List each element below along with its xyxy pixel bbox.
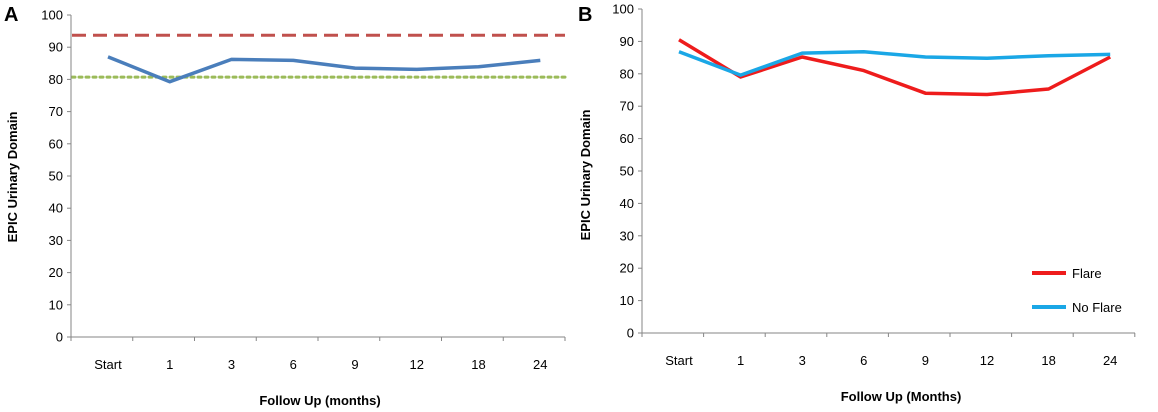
- y-tick-label: 0: [56, 330, 63, 345]
- y-tick-label: 20: [49, 265, 63, 280]
- x-tick-label: 24: [533, 357, 547, 372]
- y-tick-label: 60: [620, 131, 634, 146]
- panel-b-legend: Flare No Flare: [1032, 266, 1122, 315]
- panel-b-y-axis-title: EPIC Urinary Domain: [578, 110, 593, 241]
- x-tick-label: 6: [290, 357, 297, 372]
- x-tick-label: Start: [94, 357, 122, 372]
- panel-b-label: B: [578, 4, 592, 26]
- y-tick-label: 80: [620, 66, 634, 81]
- y-tick-label: 20: [620, 261, 634, 276]
- y-tick-label: 0: [627, 326, 634, 341]
- series-line-no-flare: [678, 50, 1111, 77]
- x-tick-label: 6: [860, 353, 867, 368]
- x-tick-label: 12: [980, 353, 994, 368]
- x-tick-label: 1: [737, 353, 744, 368]
- x-tick-label: 3: [799, 353, 806, 368]
- legend-no-flare-label: No Flare: [1072, 300, 1122, 315]
- legend-flare-label: Flare: [1072, 266, 1102, 281]
- y-tick-label: 40: [49, 201, 63, 216]
- x-tick-label: 3: [228, 357, 235, 372]
- panel-b-chart: B EPIC Urinary Domain Follow Up (Months)…: [578, 2, 1136, 404]
- y-tick-label: 10: [620, 293, 634, 308]
- x-tick-label: 9: [922, 353, 929, 368]
- x-tick-label: 24: [1103, 353, 1117, 368]
- y-tick-label: 40: [620, 196, 634, 211]
- y-tick-label: 50: [49, 169, 63, 184]
- y-tick-label: 90: [49, 40, 63, 55]
- y-tick-label: 30: [620, 228, 634, 243]
- y-tick-label: 70: [49, 104, 63, 119]
- panel-b-x-axis-title: Follow Up (Months): [841, 389, 962, 404]
- x-tick-label: 9: [351, 357, 358, 372]
- series-line-epic-urinary-domain: [107, 55, 541, 84]
- x-tick-label: 18: [471, 357, 485, 372]
- x-tick-label: 1: [166, 357, 173, 372]
- y-tick-label: 30: [49, 233, 63, 248]
- y-tick-label: 90: [620, 34, 634, 49]
- y-tick-label: 50: [620, 164, 634, 179]
- x-tick-label: 12: [410, 357, 424, 372]
- y-tick-label: 100: [612, 2, 634, 17]
- panel-a-y-axis-title: EPIC Urinary Domain: [5, 112, 20, 243]
- x-tick-label: 18: [1041, 353, 1055, 368]
- y-tick-label: 80: [49, 72, 63, 87]
- y-tick-label: 100: [41, 8, 63, 23]
- y-tick-label: 70: [620, 99, 634, 114]
- legend-item-no-flare: No Flare: [1032, 300, 1122, 315]
- panel-a-label: A: [4, 4, 18, 26]
- y-tick-label: 10: [49, 297, 63, 312]
- x-tick-label: Start: [665, 353, 693, 368]
- series-line-flare: [678, 38, 1112, 97]
- panel-a-chart: A EPIC Urinary Domain Follow Up (months)…: [4, 4, 567, 408]
- y-tick-label: 60: [49, 136, 63, 151]
- legend-item-flare: Flare: [1032, 266, 1102, 281]
- panel-a-x-axis-title: Follow Up (months): [259, 393, 380, 408]
